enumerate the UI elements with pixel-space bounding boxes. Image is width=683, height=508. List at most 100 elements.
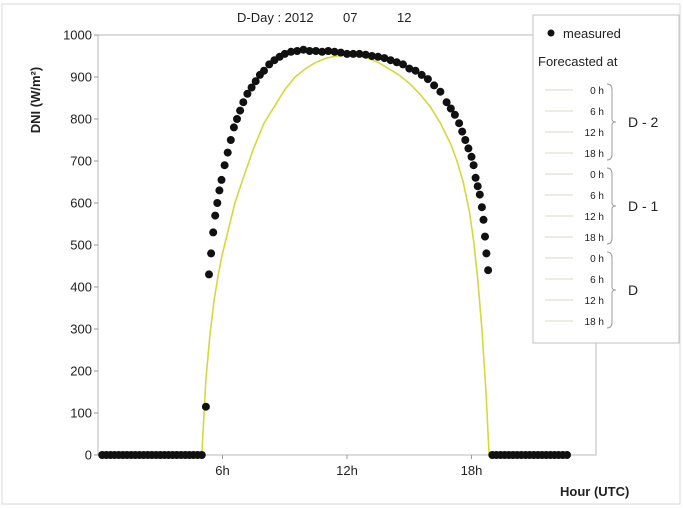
measured-point <box>211 211 220 220</box>
measured-point <box>380 54 389 63</box>
measured-point <box>464 144 473 153</box>
measured-point <box>479 215 488 224</box>
y-tick-label: 1000 <box>63 28 92 43</box>
measured-point <box>293 47 302 55</box>
measured-point <box>477 203 486 212</box>
legend-measured-label: measured <box>563 26 621 41</box>
chart-title-day: 12 <box>397 10 411 25</box>
measured-point <box>201 402 210 411</box>
legend-brace <box>606 251 617 329</box>
y-axis-ticks: 0 100 200 300 400 500 600 700 800 900 1000 <box>63 28 98 463</box>
measured-point <box>481 232 489 241</box>
measured-point <box>399 60 407 69</box>
measured-point <box>220 161 229 170</box>
legend-group-label: D - 2 <box>628 114 659 130</box>
measured-point <box>236 106 245 115</box>
measured-point <box>405 64 414 73</box>
measured-point <box>336 48 345 57</box>
legend-hour-label: 12 h <box>585 296 604 307</box>
x-axis-ticks: 6h 12h 18h <box>215 455 482 478</box>
measured-point <box>484 266 493 275</box>
measured-point <box>469 161 478 170</box>
measured-point <box>213 199 222 207</box>
measured-point <box>223 148 232 157</box>
legend-hour-label: 6 h <box>590 275 604 286</box>
measured-point <box>209 228 218 237</box>
measured-point <box>482 249 491 258</box>
legend-forecast-header: Forecasted at <box>538 54 618 69</box>
y-tick-label: 600 <box>70 196 92 211</box>
measured-point <box>305 47 314 55</box>
legend-group-label: D <box>628 282 638 298</box>
y-tick-label: 0 <box>85 448 92 463</box>
y-tick-label: 300 <box>70 322 92 337</box>
legend-hour-label: 12 h <box>585 212 604 223</box>
measured-point <box>386 56 395 65</box>
measured-point <box>247 83 256 92</box>
measured-point <box>361 50 370 59</box>
measured-point <box>311 47 320 55</box>
measured-series <box>98 45 571 459</box>
y-tick-label: 700 <box>70 154 92 169</box>
x-tick-label: 6h <box>215 463 229 478</box>
y-tick-label: 800 <box>70 112 92 127</box>
x-tick-label: 12h <box>336 463 358 478</box>
legend-forecast-groups: 0 h 6 h 12 h 18 h D - 2 0 h 6 h 12 h 18 h D - 1 0 … <box>545 83 659 329</box>
measured-point <box>229 123 238 132</box>
y-tick-label: 900 <box>70 70 92 85</box>
measured-point <box>563 451 571 459</box>
measured-point <box>467 152 476 161</box>
measured-point <box>367 52 376 60</box>
measured-point <box>475 190 484 199</box>
measured-point <box>280 49 289 58</box>
measured-point <box>355 49 364 58</box>
measured-point <box>299 45 308 54</box>
figure-frame <box>1 3 681 505</box>
legend-hour-label: 0 h <box>590 86 604 97</box>
measured-point <box>243 89 252 98</box>
legend: measured Forecasted at 0 h 6 h 12 h 18 h D -… <box>532 14 680 344</box>
measured-point <box>324 47 333 55</box>
legend-box <box>532 14 680 344</box>
measured-point <box>455 119 464 128</box>
legend-hour-label: 18 h <box>585 317 604 328</box>
measured-point <box>450 110 459 119</box>
legend-measured-marker <box>547 29 555 37</box>
y-tick-label: 100 <box>70 406 92 421</box>
legend-brace <box>606 167 617 245</box>
measured-point <box>287 47 295 56</box>
measured-point <box>411 66 420 75</box>
measured-point <box>417 70 426 79</box>
measured-point <box>233 115 241 123</box>
x-tick-label: 18h <box>461 463 483 478</box>
measured-point <box>471 173 480 182</box>
chart-title-prefix: D-Day : 2012 <box>237 10 314 25</box>
measured-point <box>473 182 482 191</box>
measured-point <box>318 47 327 56</box>
measured-point <box>442 98 451 107</box>
measured-point <box>349 49 358 58</box>
measured-point <box>374 52 383 61</box>
measured-point <box>217 175 226 184</box>
measured-point <box>330 47 339 56</box>
legend-brace <box>606 83 617 161</box>
measured-point <box>207 249 216 258</box>
legend-hour-label: 18 h <box>585 149 604 160</box>
measured-point <box>343 49 351 58</box>
legend-group-label: D - 1 <box>628 198 659 214</box>
measured-point <box>436 87 445 96</box>
measured-point <box>461 136 470 144</box>
plot-area <box>97 34 597 456</box>
measured-point <box>446 104 455 113</box>
measured-point <box>239 98 248 107</box>
x-axis-label: Hour (UTC) <box>560 484 629 499</box>
y-tick-label: 200 <box>70 364 92 379</box>
y-tick-label: 400 <box>70 280 92 295</box>
measured-point <box>430 81 439 90</box>
measured-point <box>260 66 268 75</box>
measured-point <box>251 77 260 86</box>
measured-point <box>205 270 213 279</box>
legend-hour-label: 0 h <box>590 170 604 181</box>
measured-point <box>423 75 432 84</box>
